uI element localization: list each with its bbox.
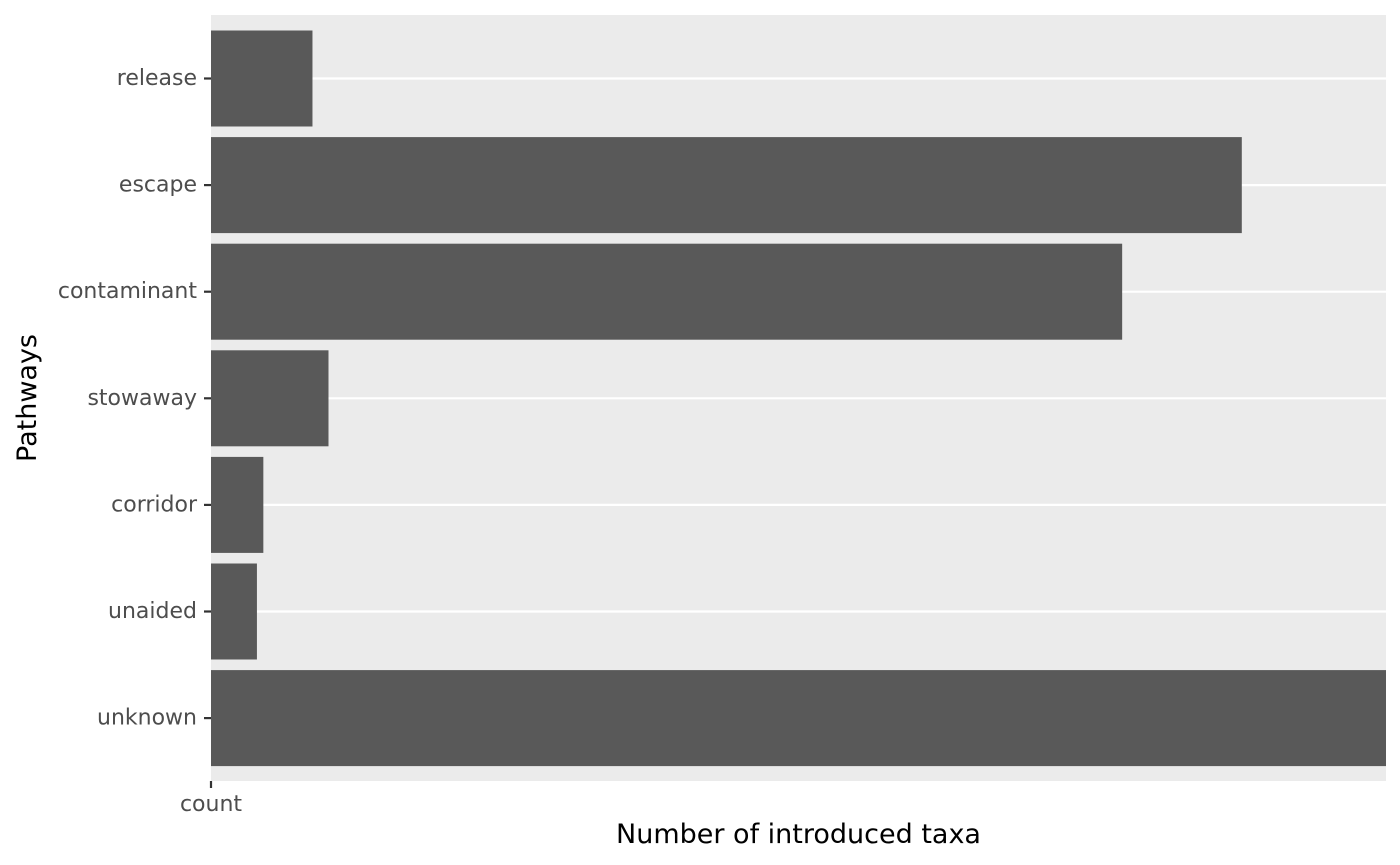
y-tick-label-release: release [117,66,197,91]
bar-contaminant [211,243,1123,340]
bar-corridor [211,456,264,553]
bar-release [211,30,313,127]
y-tick-label-escape: escape [119,173,197,198]
x-tick-label: count [180,792,242,817]
bar-escape [211,137,1242,234]
y-tick-label-stowaway: stowaway [87,386,197,411]
y-tick-label-unknown: unknown [97,706,197,731]
y-tick-label-corridor: corridor [111,492,198,517]
bar-unknown [211,670,1386,767]
bars [211,30,1386,767]
bar-unaided [211,563,257,660]
bar-stowaway [211,350,329,447]
y-axis: release escape contaminant stowaway corridor… [58,66,211,731]
x-axis-title: Number of introduced taxa [616,819,981,850]
y-tick-label-contaminant: contaminant [58,279,198,304]
x-axis: count [180,781,242,817]
y-tick-label-unaided: unaided [108,599,197,624]
y-axis-title: Pathways [12,334,43,462]
